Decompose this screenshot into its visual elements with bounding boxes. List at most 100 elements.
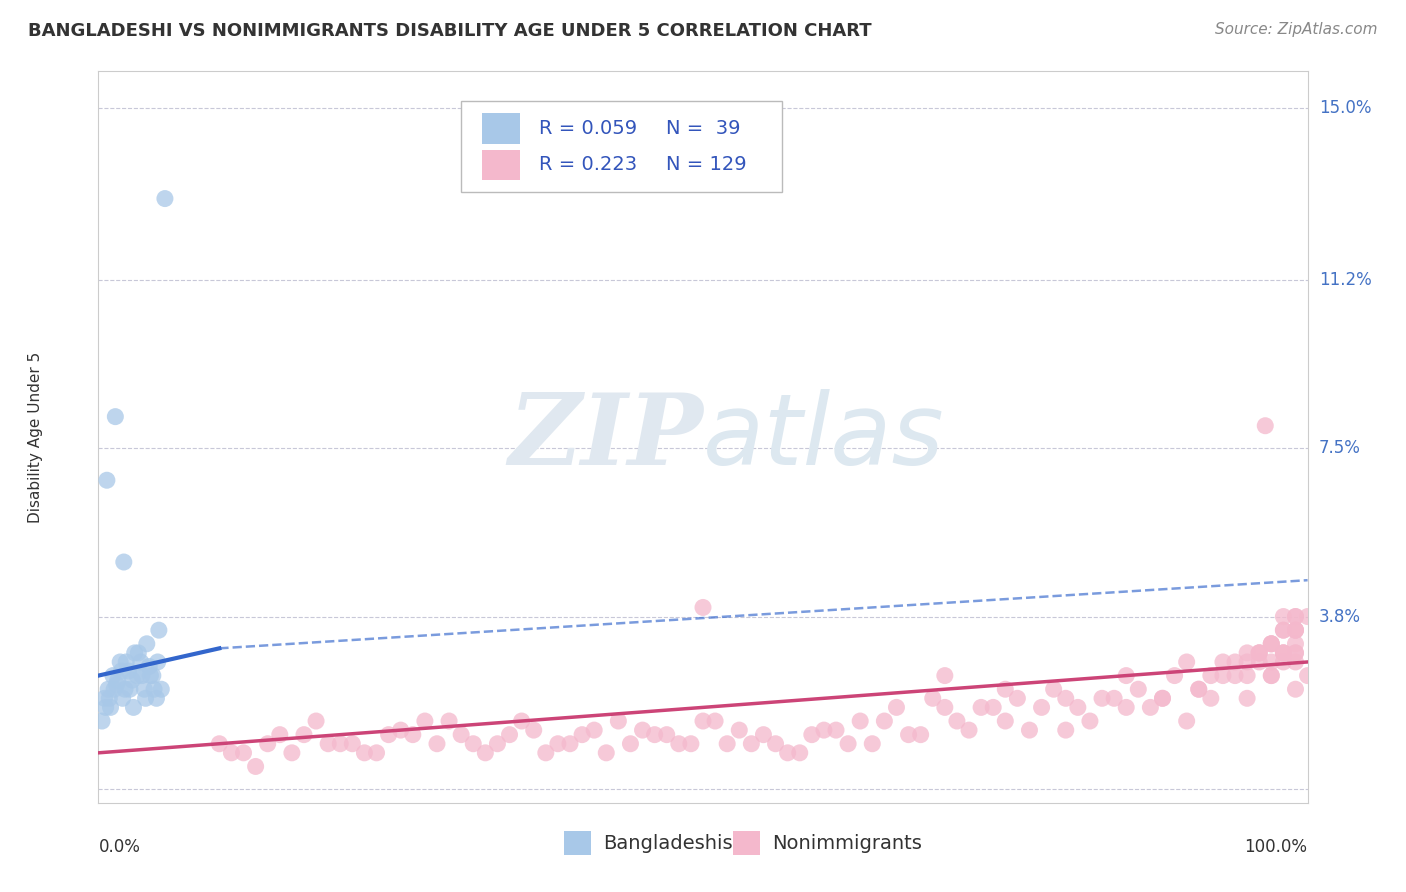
Point (145, 691, 167, 706)
FancyBboxPatch shape (482, 150, 520, 180)
Point (101, 668, 124, 682)
Point (1260, 637, 1282, 651)
Text: R = 0.223: R = 0.223 (538, 155, 637, 175)
Point (1091, 691, 1114, 706)
Point (547, 737, 569, 751)
Point (1223, 655, 1246, 669)
FancyBboxPatch shape (734, 831, 759, 855)
Point (426, 737, 449, 751)
Point (124, 646, 146, 660)
Point (1175, 655, 1198, 669)
Point (1260, 637, 1282, 651)
Point (437, 714, 460, 728)
Point (1175, 714, 1198, 728)
Point (148, 623, 170, 637)
Point (1212, 668, 1234, 682)
Point (366, 746, 388, 760)
Point (1139, 700, 1161, 714)
Point (121, 673, 143, 687)
Point (813, 723, 835, 738)
Point (1272, 623, 1295, 637)
Point (129, 655, 152, 669)
Point (837, 737, 859, 751)
Point (1249, 655, 1271, 669)
Point (800, 728, 823, 742)
Point (208, 737, 231, 751)
Point (115, 655, 138, 669)
Point (1272, 646, 1295, 660)
Point (98, 691, 121, 706)
Point (1272, 623, 1295, 637)
Point (692, 714, 714, 728)
Point (127, 668, 149, 682)
Point (1296, 609, 1319, 624)
Text: N = 129: N = 129 (665, 155, 747, 175)
Point (571, 728, 593, 742)
Point (1260, 668, 1282, 682)
Point (886, 700, 908, 714)
Point (704, 714, 727, 728)
Point (1284, 655, 1306, 669)
Point (1152, 691, 1174, 706)
Point (1212, 655, 1234, 669)
Point (107, 673, 129, 687)
Text: ZIP: ZIP (508, 389, 703, 485)
Point (94, 700, 117, 714)
Point (1042, 682, 1064, 697)
Point (776, 746, 799, 760)
Point (994, 714, 1017, 728)
Point (134, 682, 156, 697)
Point (139, 668, 162, 682)
Point (1188, 682, 1211, 697)
Point (583, 723, 606, 738)
Point (127, 646, 149, 660)
Point (1188, 682, 1211, 697)
Point (402, 728, 425, 742)
Point (1249, 646, 1271, 660)
Point (1260, 668, 1282, 682)
Point (135, 691, 157, 706)
Point (122, 700, 145, 714)
Text: atlas: atlas (703, 389, 945, 485)
Point (1007, 691, 1029, 706)
Point (110, 664, 132, 678)
Point (910, 728, 932, 742)
Point (1260, 655, 1282, 669)
Point (860, 737, 883, 751)
Point (131, 668, 153, 682)
Point (921, 691, 943, 706)
Point (1284, 609, 1306, 624)
Point (111, 691, 134, 706)
Point (1284, 637, 1306, 651)
Point (679, 737, 702, 751)
Point (1031, 700, 1053, 714)
Point (981, 700, 1004, 714)
Point (118, 664, 141, 678)
Point (245, 759, 267, 773)
Point (534, 746, 557, 760)
Text: Nonimmigrants: Nonimmigrants (772, 833, 922, 853)
Point (1067, 700, 1090, 714)
Text: 0.0%: 0.0% (98, 838, 141, 855)
Point (1272, 609, 1295, 624)
FancyBboxPatch shape (482, 113, 520, 144)
Point (486, 737, 509, 751)
Point (523, 723, 546, 738)
Point (329, 737, 352, 751)
Text: R = 0.059: R = 0.059 (538, 119, 637, 138)
Point (692, 600, 714, 615)
Point (150, 682, 173, 697)
Point (1260, 637, 1282, 651)
Point (1284, 623, 1306, 637)
Text: BANGLADESHI VS NONIMMIGRANTS DISABILITY AGE UNDER 5 CORRELATION CHART: BANGLADESHI VS NONIMMIGRANTS DISABILITY … (28, 22, 872, 40)
Point (112, 555, 135, 569)
Point (1128, 682, 1150, 697)
Text: Source: ZipAtlas.com: Source: ZipAtlas.com (1215, 22, 1378, 37)
Point (1223, 668, 1246, 682)
Text: Disability Age Under 5: Disability Age Under 5 (28, 351, 44, 523)
Point (292, 728, 315, 742)
Point (1102, 691, 1125, 706)
Point (752, 728, 775, 742)
Point (1272, 655, 1295, 669)
Point (135, 637, 157, 651)
